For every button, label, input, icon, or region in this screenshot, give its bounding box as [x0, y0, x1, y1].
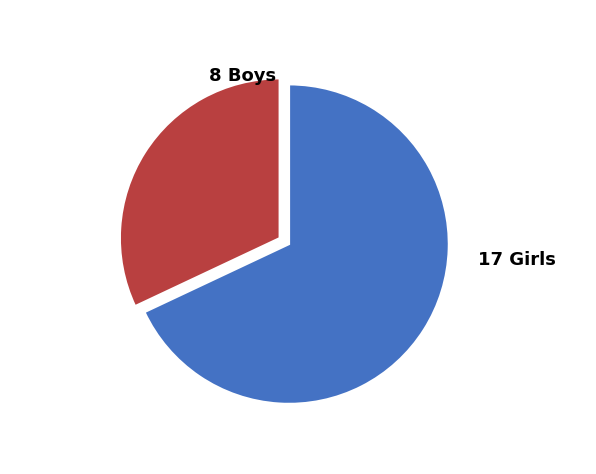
Text: 8 Boys: 8 Boys	[209, 67, 277, 85]
Wedge shape	[145, 84, 449, 404]
Text: 17 Girls: 17 Girls	[477, 251, 555, 269]
Wedge shape	[120, 78, 280, 306]
